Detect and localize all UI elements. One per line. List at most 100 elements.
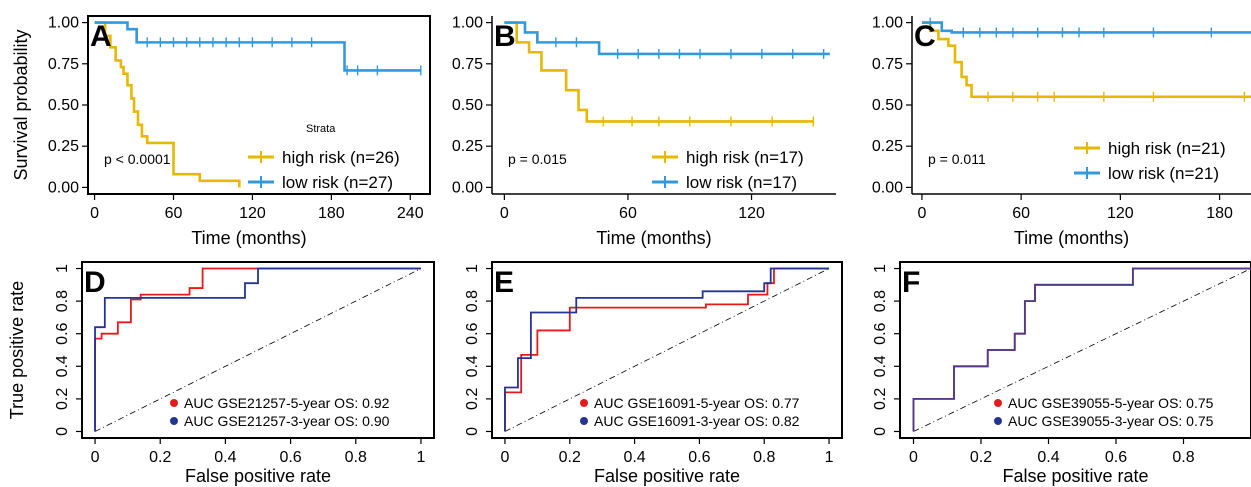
p-value: p = 0.015	[508, 151, 567, 167]
reference-diagonal	[94, 268, 422, 432]
y-axis-label: True positive rate	[7, 281, 27, 419]
legend-label: high risk (n=26)	[282, 148, 400, 167]
y-axis-label: Survival probability	[11, 29, 31, 180]
y-tick-label: 0.75	[48, 56, 79, 73]
legend-title: Strata	[306, 123, 336, 135]
plot-frame	[491, 261, 843, 439]
legend-label: AUC GSE16091-3-year OS: 0.82	[594, 413, 800, 429]
plot-area	[504, 267, 830, 432]
y-tick-label: 0.2	[872, 388, 889, 410]
panel-b: 0 60 120 0.00 0.25 0.50 0.75 1.00 Time (months) B…	[452, 15, 836, 248]
x-tick-label: 0.4	[214, 449, 236, 466]
y-tick-label: 0.25	[48, 138, 79, 155]
series-line-0	[94, 21, 241, 188]
series-line-0	[504, 21, 814, 123]
x-tick-label: 0	[90, 205, 99, 222]
series-line-1	[912, 267, 1251, 432]
plot-area	[504, 21, 830, 127]
p-value: p < 0.0001	[104, 151, 171, 167]
y-tick-label: 0.25	[872, 138, 903, 155]
x-tick-label: 0	[909, 449, 918, 466]
y-tick-label: 0.75	[452, 56, 483, 73]
x-tick-label: 0.6	[1105, 449, 1127, 466]
x-tick-label: 60	[165, 205, 183, 222]
plot-area	[94, 267, 422, 432]
y-tick-label: 0.6	[464, 322, 481, 344]
x-axis-label: False positive rate	[594, 466, 740, 486]
legend-label: AUC GSE16091-5-year OS: 0.77	[594, 395, 800, 411]
panel-letter: C	[914, 20, 936, 53]
x-tick-label: 0.4	[1037, 449, 1059, 466]
panel-f: 0 0.2 0.4 0.6 0.8 0 0.2 0.4 0.6 0.8 1 False positiv…	[872, 261, 1251, 486]
p-value: p = 0.011	[928, 151, 986, 167]
x-tick-label: 120	[239, 205, 266, 222]
y-tick-label: 0.8	[464, 290, 481, 312]
x-tick-label: 1	[825, 449, 834, 466]
x-tick-label: 0.2	[970, 449, 992, 466]
x-tick-label: 0	[917, 205, 926, 222]
y-tick-label: 0.4	[464, 355, 481, 377]
y-tick-label: 0.00	[872, 179, 903, 196]
plot-frame	[81, 261, 435, 439]
legend-dot	[580, 399, 588, 407]
y-tick-label: 0	[464, 427, 481, 436]
x-tick-label: 60	[1012, 205, 1030, 222]
legend-label: high risk (n=21)	[1108, 139, 1226, 158]
x-tick-label: 60	[619, 205, 637, 222]
panel-letter: A	[90, 20, 112, 53]
x-tick-label: 0	[500, 205, 509, 222]
y-tick-label: 1	[54, 264, 71, 273]
y-tick-label: 0.00	[452, 179, 483, 196]
reference-diagonal	[913, 268, 1251, 432]
x-tick-label: 0.8	[345, 449, 367, 466]
panel-a: 0 60 120 180 240 0.00 0.25 0.50 0.75 1.00 Time (mo…	[11, 15, 431, 248]
x-tick-label: 1	[417, 449, 426, 466]
y-tick-label: 0.00	[48, 179, 79, 196]
legend-dot	[580, 417, 588, 425]
y-tick-label: 0.6	[872, 322, 889, 344]
panel-letter: E	[494, 266, 514, 299]
panel-e: 0 0.2 0.4 0.6 0.8 1 0 0.2 0.4 0.6 0.8 1 False positi…	[464, 261, 843, 486]
x-tick-label: 0	[501, 449, 510, 466]
plot-area	[921, 17, 1251, 102]
x-axis-label: Time (months)	[191, 228, 306, 248]
series-line-1	[921, 21, 1251, 34]
y-tick-label: 0	[872, 427, 889, 436]
y-tick-label: 0	[54, 427, 71, 436]
legend-label: AUC GSE39055-3-year OS: 0.75	[1008, 413, 1214, 429]
legend-label: low risk (n=27)	[282, 173, 393, 192]
y-tick-label: 1	[464, 264, 481, 273]
series-line-1	[504, 21, 830, 56]
plot-area	[94, 21, 422, 188]
x-axis-label: False positive rate	[185, 466, 331, 486]
x-tick-label: 0.8	[1172, 449, 1194, 466]
x-tick-label: 180	[318, 205, 345, 222]
x-axis-label: Time (months)	[596, 228, 711, 248]
series-line-0	[921, 21, 1251, 99]
x-tick-label: 180	[1206, 205, 1233, 222]
x-tick-label: 240	[397, 205, 424, 222]
y-tick-label: 0.8	[54, 290, 71, 312]
legend-label: AUC GSE21257-5-year OS: 0.92	[184, 395, 390, 411]
plot-frame	[899, 261, 1251, 439]
x-tick-label: 0.6	[279, 449, 301, 466]
x-tick-label: 0.6	[688, 449, 710, 466]
panel-c: 0 60 120 180 0.00 0.25 0.50 0.75 1.00 Time (month…	[872, 15, 1251, 248]
panel-letter: B	[494, 20, 516, 53]
y-tick-label: 0.25	[452, 138, 483, 155]
y-tick-label: 0.50	[872, 97, 903, 114]
y-tick-label: 0.50	[48, 97, 79, 114]
legend-label: high risk (n=17)	[686, 148, 804, 167]
y-tick-label: 0.75	[872, 56, 903, 73]
x-tick-label: 0.8	[753, 449, 775, 466]
legend-dot	[170, 417, 178, 425]
panel-letter: F	[902, 266, 920, 299]
x-tick-label: 120	[738, 205, 765, 222]
legend-label: low risk (n=21)	[1108, 164, 1219, 183]
y-tick-label: 0.2	[464, 388, 481, 410]
y-tick-label: 0.4	[872, 355, 889, 377]
legend-label: low risk (n=17)	[686, 173, 797, 192]
y-tick-label: 1	[872, 264, 889, 273]
y-tick-label: 0.6	[54, 322, 71, 344]
